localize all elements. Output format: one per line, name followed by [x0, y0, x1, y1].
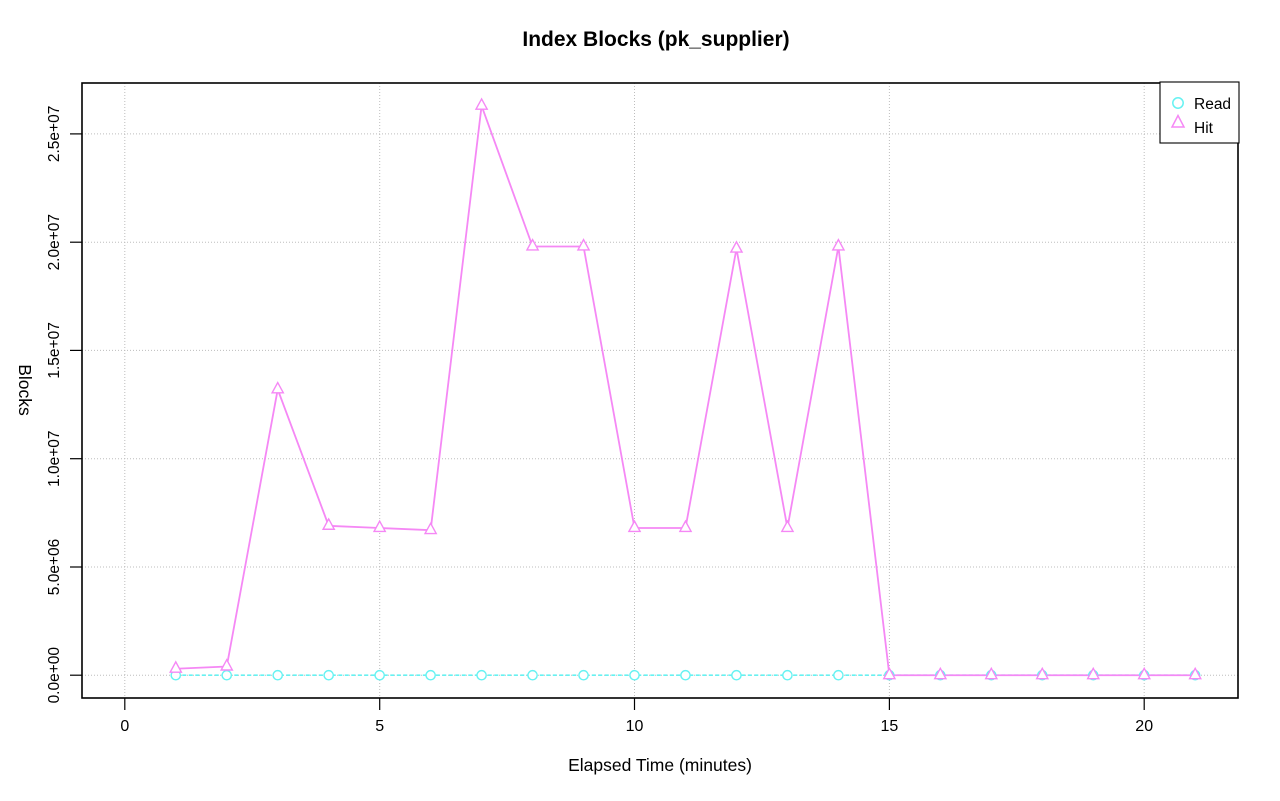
svg-text:0.0e+00: 0.0e+00 — [46, 647, 63, 704]
svg-text:5.0e+06: 5.0e+06 — [46, 539, 63, 595]
svg-text:15: 15 — [881, 718, 899, 735]
svg-text:Hit: Hit — [1194, 120, 1214, 137]
svg-text:2.0e+07: 2.0e+07 — [46, 214, 63, 270]
svg-text:5: 5 — [375, 718, 384, 735]
svg-text:2.5e+07: 2.5e+07 — [46, 106, 63, 162]
svg-text:1.5e+07: 1.5e+07 — [46, 322, 63, 378]
svg-text:10: 10 — [626, 718, 644, 735]
svg-text:1.0e+07: 1.0e+07 — [46, 430, 63, 486]
svg-text:Read: Read — [1194, 96, 1231, 113]
svg-text:20: 20 — [1135, 718, 1153, 735]
svg-text:Index Blocks (pk_supplier): Index Blocks (pk_supplier) — [522, 28, 789, 51]
svg-text:Elapsed Time (minutes): Elapsed Time (minutes) — [568, 755, 752, 775]
svg-text:Blocks: Blocks — [15, 364, 35, 416]
svg-text:0: 0 — [120, 718, 129, 735]
